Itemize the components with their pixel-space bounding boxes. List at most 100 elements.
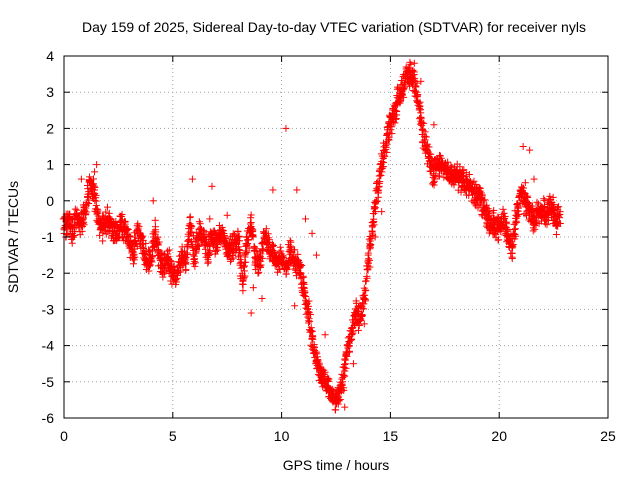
data-point-trace — [239, 287, 247, 295]
data-point-trace — [85, 196, 93, 204]
data-point-trace — [358, 312, 366, 320]
data-point-trace — [366, 243, 374, 251]
data-point-trace — [385, 136, 393, 144]
data-point-trace — [354, 326, 362, 334]
data-point-trace — [294, 256, 302, 264]
data-point-trace — [164, 250, 172, 258]
data-point-trace — [392, 107, 400, 115]
data-point-trace — [309, 335, 317, 343]
data-point-trace — [126, 232, 134, 240]
data-point-trace — [188, 240, 196, 248]
data-point-trace — [139, 232, 147, 240]
data-point — [526, 146, 534, 154]
data-point-trace — [341, 372, 349, 380]
data-point-trace — [511, 219, 519, 227]
data-point-trace — [499, 205, 507, 213]
data-point — [77, 175, 85, 183]
data-point-trace — [347, 336, 355, 344]
data-point-trace — [401, 84, 409, 92]
data-point — [308, 229, 316, 237]
data-point-trace — [367, 235, 375, 243]
data-point-trace — [165, 246, 173, 254]
data-point-trace — [135, 222, 143, 230]
data-point-trace — [79, 215, 87, 223]
y-tick-label: 2 — [46, 120, 54, 136]
data-point-trace — [71, 205, 79, 213]
data-point-trace — [286, 237, 294, 245]
data-point-trace — [204, 259, 212, 267]
data-point-trace — [305, 297, 313, 305]
data-point-trace — [193, 246, 201, 254]
data-point-trace — [533, 198, 541, 206]
data-point-trace — [407, 60, 415, 68]
data-point-trace — [296, 263, 304, 271]
data-marks — [59, 58, 564, 414]
data-point-trace — [204, 258, 212, 266]
data-point-trace — [129, 260, 137, 268]
data-point-trace — [240, 275, 248, 283]
y-tick-label: -4 — [42, 338, 55, 354]
data-point-trace — [413, 79, 421, 87]
data-point-trace — [240, 274, 248, 282]
data-point-trace — [206, 247, 214, 255]
data-point-trace — [194, 241, 202, 249]
data-point — [149, 197, 157, 205]
data-point-trace — [366, 256, 374, 264]
data-point-trace — [342, 364, 350, 372]
data-point-trace — [243, 248, 251, 256]
data-point-trace — [187, 228, 195, 236]
data-point-trace — [362, 286, 370, 294]
data-point-trace — [513, 200, 521, 208]
data-point-trace — [255, 268, 263, 276]
data-point-trace — [103, 203, 111, 211]
data-point-trace — [391, 119, 399, 127]
data-point-trace — [259, 245, 267, 253]
data-point — [378, 208, 386, 216]
x-tick-label: 20 — [491, 428, 507, 444]
data-point-trace — [508, 253, 516, 261]
data-point — [365, 255, 373, 263]
data-point-trace — [66, 210, 74, 218]
data-point-trace — [301, 288, 309, 296]
data-point-trace — [307, 324, 315, 332]
data-point — [302, 215, 310, 223]
data-point-trace — [270, 242, 278, 250]
data-point-trace — [257, 261, 265, 269]
data-point-trace — [540, 195, 548, 203]
data-point-trace — [247, 211, 255, 219]
data-point-trace — [121, 218, 129, 226]
data-point-trace — [236, 247, 244, 255]
data-point — [430, 121, 438, 129]
data-point — [312, 251, 320, 259]
data-point-trace — [302, 296, 310, 304]
data-point — [321, 331, 329, 339]
data-point-trace — [321, 368, 329, 376]
data-point-trace — [146, 261, 154, 269]
data-point-trace — [99, 237, 107, 245]
data-point-trace — [242, 258, 250, 266]
data-point-trace — [102, 208, 110, 216]
data-point-trace — [383, 140, 391, 148]
y-axis-tick-labels: -6 -5 -4 -3 -2 -1 0 1 2 3 4 — [42, 48, 55, 426]
x-tick-label: 25 — [600, 428, 616, 444]
data-point-trace — [361, 277, 369, 285]
data-point-trace — [245, 236, 253, 244]
data-point-trace — [340, 384, 348, 392]
data-point — [282, 124, 290, 132]
data-point-trace — [360, 305, 368, 313]
data-point — [206, 215, 214, 223]
data-point — [299, 284, 307, 292]
data-point-trace — [300, 287, 308, 295]
data-point-trace — [388, 130, 396, 138]
data-point-trace — [383, 148, 391, 156]
data-point — [349, 360, 357, 368]
data-point-trace — [155, 238, 163, 246]
data-point-trace — [348, 330, 356, 338]
data-point-trace — [258, 254, 266, 262]
data-point-trace — [366, 263, 374, 271]
x-axis-tick-labels: 0 5 10 15 20 25 — [60, 428, 616, 444]
x-tick-label: 0 — [60, 428, 68, 444]
data-point — [208, 182, 216, 190]
data-point-trace — [265, 236, 273, 244]
